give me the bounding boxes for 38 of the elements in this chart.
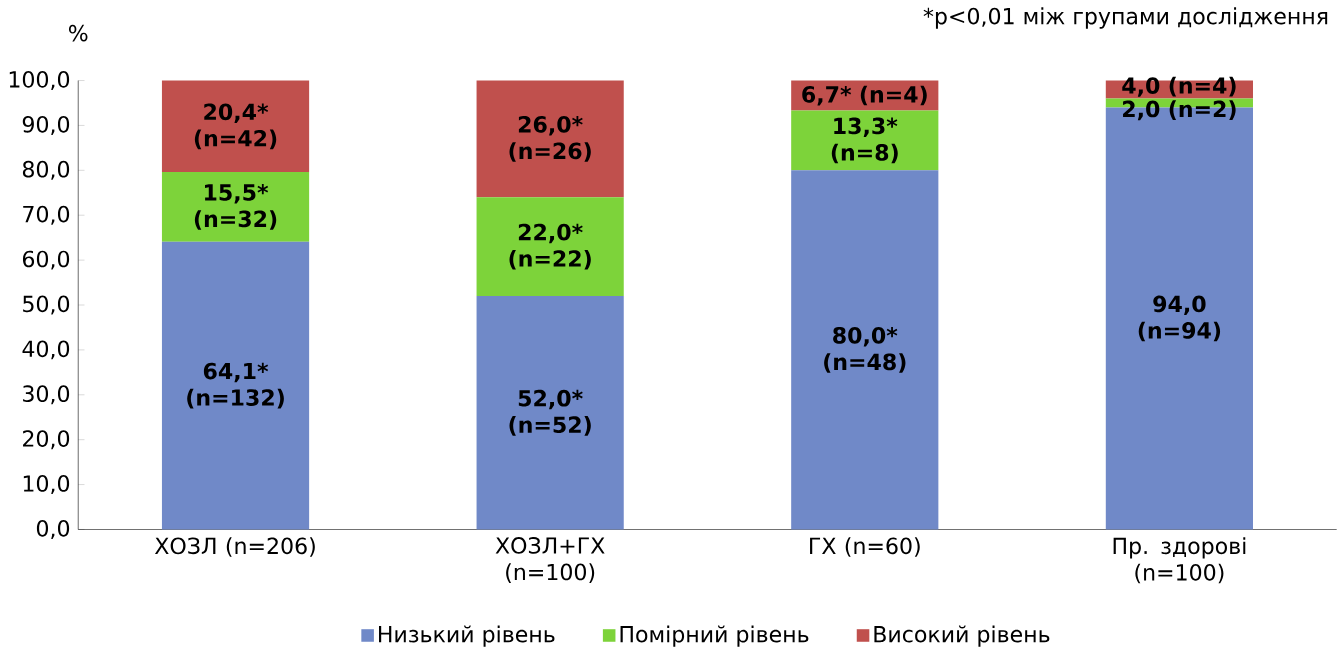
data-label: 4,0 (n=4) (1122, 76, 1236, 97)
y-tick-label: 10,0 (23, 474, 70, 494)
x-tick-label: ГХ (n=60) (810, 536, 920, 557)
data-label: 22,0* (n=22) (509, 223, 591, 270)
x-tick-label: Пр. здорові (n=100) (1113, 536, 1246, 584)
bar (476, 295, 624, 530)
bar (791, 170, 939, 530)
legend-label: Високий рівень (874, 625, 1050, 647)
legend-label: Помірний рівень (620, 625, 809, 647)
bar (161, 241, 310, 530)
y-tick-label: 70,0 (23, 205, 70, 225)
data-label: 26,0* (n=26) (509, 115, 591, 162)
legend-label: Низький рівень (379, 625, 555, 647)
data-label: 80,0* (n=48) (824, 326, 906, 373)
data-label: 94,0 (n=94) (1138, 295, 1221, 342)
data-label: 52,0* (n=52) (509, 389, 591, 436)
y-tick-label: 20,0 (23, 430, 70, 449)
x-tick-label: ХОЗЛ (n=206) (154, 536, 315, 557)
y-tick-label: 30,0 (23, 385, 70, 405)
y-tick-label: 0,0 (36, 519, 70, 539)
bar (161, 80, 310, 172)
y-tick-label: 60,0 (22, 250, 70, 270)
data-label: 6,7* (n=4) (802, 85, 927, 106)
y-tick-label: 50,0 (23, 295, 70, 315)
y-tick-label: 100,0 (9, 70, 70, 90)
x-tick-label: ХОЗЛ+ГХ (n=100) (495, 536, 605, 583)
bar (476, 80, 624, 198)
data-label: 20,4* (n=42) (194, 103, 277, 150)
y-tick-label: 90,0 (22, 115, 70, 135)
bar (161, 171, 310, 242)
data-label: 64,1* (n=132) (187, 362, 284, 409)
data-label: 13,3* (n=8) (831, 117, 898, 164)
y-tick-label: 40,0 (22, 340, 70, 360)
y-tick-label: 80,0 (22, 160, 70, 180)
text: *p<0,01 між групами дослідження (923, 7, 1328, 29)
data-label: 15,5* (n=32) (194, 183, 277, 230)
y-axis-title: % (68, 24, 88, 42)
bar (476, 197, 624, 296)
